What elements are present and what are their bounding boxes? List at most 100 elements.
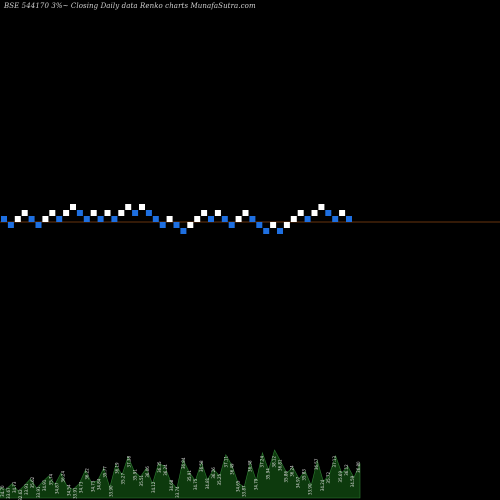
volume-value-label: 32.62 xyxy=(18,489,23,500)
volume-value-label: 34.65 xyxy=(235,480,240,492)
volume-value-label: 34.81 xyxy=(205,477,210,489)
volume-value-label: 36.06 xyxy=(145,466,150,478)
down-brick xyxy=(97,216,104,222)
down-brick xyxy=(152,216,159,222)
down-brick xyxy=(249,216,256,222)
volume-value-label: 36.80 xyxy=(356,461,361,473)
volume-value-label: 35.86 xyxy=(284,471,289,483)
volume-value-label: 35.94 xyxy=(266,468,271,480)
volume-value-label: 36.19 xyxy=(115,462,120,474)
volume-value-label: 36.81 xyxy=(278,459,283,471)
down-brick xyxy=(35,222,42,228)
volume-value-label: 35.91 xyxy=(187,470,192,482)
volume-value-label: 35.27 xyxy=(121,473,126,485)
volume-value-label: 35.72 xyxy=(326,472,331,484)
down-brick xyxy=(346,216,352,222)
volume-value-label: 35.77 xyxy=(103,466,108,478)
volume-value-label: 33.67 xyxy=(6,487,11,499)
volume-value-label: 34.73 xyxy=(91,480,96,492)
volume-value-label: 36.24 xyxy=(290,465,295,477)
down-brick xyxy=(159,222,166,228)
up-brick xyxy=(90,210,97,216)
volume-value-label: 36.26 xyxy=(211,467,216,479)
up-brick xyxy=(63,210,70,216)
volume-value-label: 34.68 xyxy=(169,479,174,491)
volume-value-label: 34.84 xyxy=(97,478,102,490)
up-brick xyxy=(311,210,318,216)
up-brick xyxy=(166,216,173,222)
volume-value-label: 34.87 xyxy=(54,482,59,494)
down-brick xyxy=(132,210,139,216)
volume-value-label: 34.54 xyxy=(66,484,71,496)
up-brick xyxy=(139,204,145,210)
up-brick xyxy=(118,210,125,216)
up-brick xyxy=(318,204,325,210)
volume-value-label: 37.13 xyxy=(332,456,337,468)
down-brick xyxy=(208,216,214,222)
volume-value-label: 33.74 xyxy=(175,486,180,498)
volume-value-label: 34.73 xyxy=(78,481,83,493)
up-brick xyxy=(104,210,111,216)
volume-value-label: 34.12 xyxy=(151,481,156,493)
up-brick xyxy=(270,222,277,228)
volume-value-label: 38.12 xyxy=(272,456,277,468)
up-brick xyxy=(125,204,132,210)
down-brick xyxy=(111,216,118,222)
volume-value-label: 35.74 xyxy=(48,473,53,485)
volume-value-label: 36.57 xyxy=(314,458,319,470)
volume-value-label: 37.24 xyxy=(260,456,265,468)
volume-value-label: 33.91 xyxy=(72,487,77,499)
down-brick xyxy=(304,216,311,222)
volume-value-label: 33.90 xyxy=(109,485,114,497)
volume-value-label: 36.12 xyxy=(344,464,349,476)
up-brick xyxy=(297,210,304,216)
down-brick xyxy=(277,228,283,234)
up-brick xyxy=(14,216,21,222)
up-brick xyxy=(70,204,76,210)
volume-value-label: 35.91 xyxy=(133,469,138,481)
volume-value-label: 33.87 xyxy=(241,485,246,497)
volume-value-label: 35.62 xyxy=(30,476,35,488)
up-brick xyxy=(194,216,201,222)
volume-value-label: 36.35 xyxy=(157,461,162,473)
volume-value-label: 35.83 xyxy=(302,469,307,481)
down-brick xyxy=(221,216,228,222)
down-brick xyxy=(145,210,152,216)
up-brick xyxy=(49,210,56,216)
volume-value-label: 33.91 xyxy=(36,486,41,498)
down-brick xyxy=(173,222,180,228)
down-brick xyxy=(76,210,83,216)
volume-value-label: 36.38 xyxy=(247,460,252,472)
brick-group xyxy=(1,204,352,234)
up-brick xyxy=(290,216,297,222)
up-brick xyxy=(235,216,242,222)
up-brick xyxy=(214,210,221,216)
volume-value-label: 34.73 xyxy=(12,481,17,493)
down-brick xyxy=(1,216,7,222)
volume-value-label: 36.24 xyxy=(163,464,168,476)
down-brick xyxy=(263,228,270,234)
down-brick xyxy=(180,228,187,234)
volume-value-label: 37.11 xyxy=(223,456,228,468)
chart-title: BSE 544170 3%~ Closing Daily data Renko … xyxy=(4,2,256,10)
volume-value-label: 36.58 xyxy=(199,460,204,472)
down-brick xyxy=(325,210,332,216)
volume-value-label: 34.24 xyxy=(320,479,325,491)
down-brick xyxy=(332,216,339,222)
down-brick xyxy=(7,222,14,228)
down-brick xyxy=(56,216,63,222)
volume-value-label: 36.84 xyxy=(181,457,186,469)
down-brick xyxy=(83,216,90,222)
volume-value-label: 34.75 xyxy=(193,478,198,490)
volume-panel xyxy=(0,449,361,499)
volume-value-label: 35.25 xyxy=(217,473,222,485)
volume-value-label: 36.24 xyxy=(60,471,65,483)
volume-value-label: 35.69 xyxy=(338,471,343,483)
volume-value-label: 36.49 xyxy=(229,463,234,475)
down-brick xyxy=(28,216,35,222)
up-brick xyxy=(242,210,249,216)
up-brick xyxy=(42,216,49,222)
volume-value-label: 34.79 xyxy=(253,478,258,490)
up-brick xyxy=(21,210,28,216)
volume-value-label: 33.90 xyxy=(308,483,313,495)
